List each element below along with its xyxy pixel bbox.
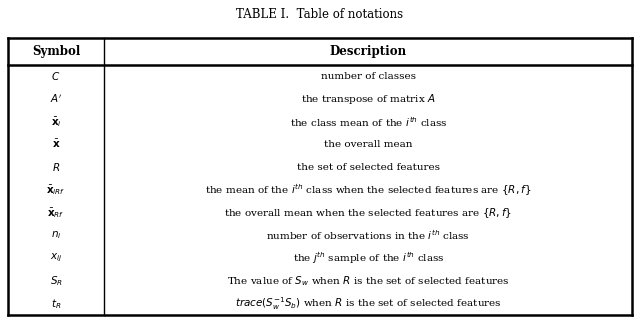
- Text: $R$: $R$: [52, 161, 60, 173]
- Text: TABLE I.  Table of notations: TABLE I. Table of notations: [236, 8, 404, 21]
- Text: the overall mean: the overall mean: [324, 140, 413, 149]
- Text: $\bar{\mathbf{x}}_i$: $\bar{\mathbf{x}}_i$: [51, 115, 61, 129]
- Text: the set of selected features: the set of selected features: [297, 163, 440, 172]
- Text: $\bar{\mathbf{x}}_{iRf}$: $\bar{\mathbf{x}}_{iRf}$: [47, 183, 66, 197]
- Text: The value of $S_w$ when $R$ is the set of selected features: The value of $S_w$ when $R$ is the set o…: [227, 274, 510, 288]
- Text: the $j^{th}$ sample of the $i^{th}$ class: the $j^{th}$ sample of the $i^{th}$ clas…: [292, 250, 444, 266]
- Text: $S_R$: $S_R$: [50, 274, 63, 288]
- Text: $\bar{\mathbf{x}}_{Rf}$: $\bar{\mathbf{x}}_{Rf}$: [47, 206, 65, 220]
- Text: Description: Description: [330, 45, 407, 58]
- Text: $C$: $C$: [51, 70, 61, 82]
- Text: the transpose of matrix $A$: the transpose of matrix $A$: [301, 92, 436, 106]
- Text: $n_i$: $n_i$: [51, 229, 61, 241]
- Text: $\bar{\mathbf{x}}$: $\bar{\mathbf{x}}$: [52, 138, 60, 150]
- Text: $t_R$: $t_R$: [51, 297, 61, 311]
- Text: the overall mean when the selected features are $\{R, f\}$: the overall mean when the selected featu…: [225, 206, 513, 220]
- Text: the class mean of the $i^{th}$ class: the class mean of the $i^{th}$ class: [290, 115, 447, 129]
- Text: Symbol: Symbol: [32, 45, 80, 58]
- Text: number of observations in the $i^{th}$ class: number of observations in the $i^{th}$ c…: [266, 228, 470, 242]
- Text: $x_{ij}$: $x_{ij}$: [50, 252, 62, 264]
- Text: $A'$: $A'$: [50, 93, 62, 105]
- Text: number of classes: number of classes: [321, 72, 416, 81]
- Text: $\mathit{trace}(S_w^{-1}S_b)$ when $R$ is the set of selected features: $\mathit{trace}(S_w^{-1}S_b)$ when $R$ i…: [235, 295, 502, 312]
- Text: the mean of the $i^{th}$ class when the selected features are $\{R, f\}$: the mean of the $i^{th}$ class when the …: [205, 182, 532, 198]
